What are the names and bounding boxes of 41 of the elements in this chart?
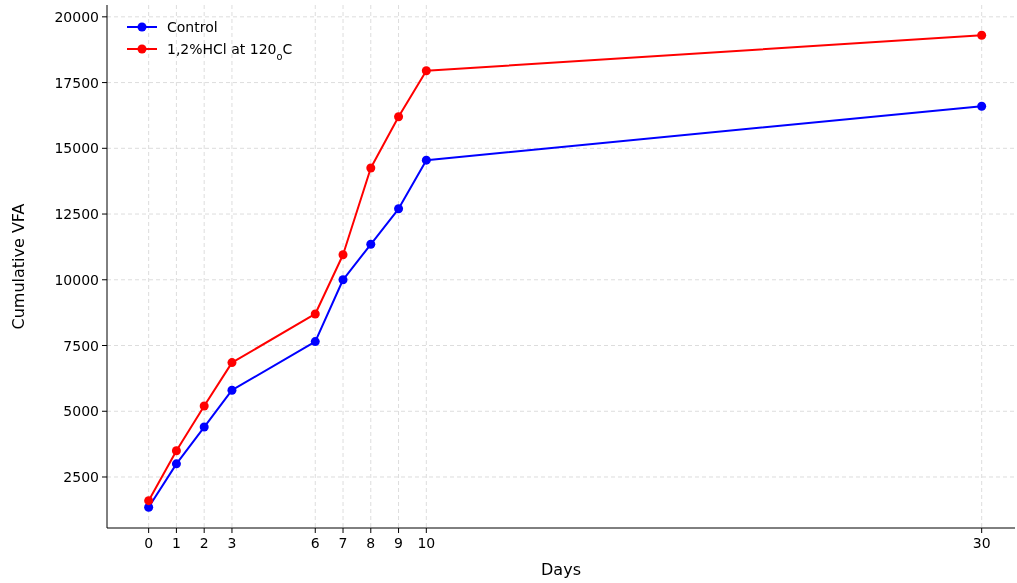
legend-label: 1,2%HCl at 120$_{o}$C — [167, 41, 293, 62]
point — [310, 309, 320, 319]
point — [171, 446, 181, 456]
x-tick-label: 2 — [199, 535, 209, 551]
point — [394, 204, 404, 214]
y-tick-label: 12500 — [54, 206, 99, 223]
point — [199, 422, 209, 432]
point — [144, 496, 154, 506]
y-tick-label: 20000 — [54, 8, 99, 25]
x-tick-label: 3 — [227, 535, 237, 551]
x-tick-label: 8 — [366, 535, 376, 551]
y-axis-title: Cumulative VFA — [9, 203, 28, 330]
point — [421, 66, 431, 76]
point — [338, 250, 348, 260]
point — [977, 101, 987, 111]
x-tick-label: 10 — [417, 535, 436, 551]
point — [171, 459, 181, 469]
x-tick-label: 1 — [171, 535, 181, 551]
point — [310, 337, 320, 347]
x-tick-label: 7 — [338, 535, 348, 551]
point — [394, 112, 404, 122]
point — [421, 155, 431, 165]
y-tick-label: 10000 — [54, 271, 99, 288]
point — [199, 401, 209, 411]
x-tick-label: 30 — [972, 535, 991, 551]
point — [977, 30, 987, 40]
point — [338, 275, 348, 285]
point — [227, 358, 237, 368]
x-tick-label: 0 — [144, 535, 154, 551]
x-tick-label: 9 — [394, 535, 404, 551]
x-tick-label: 6 — [310, 535, 320, 551]
y-tick-label: 7500 — [63, 337, 99, 354]
point — [227, 385, 237, 395]
point — [366, 163, 376, 173]
y-tick-label: 17500 — [54, 74, 99, 91]
point — [366, 239, 376, 249]
y-tick-label: 2500 — [63, 468, 99, 485]
y-tick-label: 5000 — [63, 403, 99, 420]
legend-label: Control — [167, 19, 218, 35]
y-tick-label: 15000 — [54, 140, 99, 157]
x-axis-title: Days — [541, 560, 581, 579]
